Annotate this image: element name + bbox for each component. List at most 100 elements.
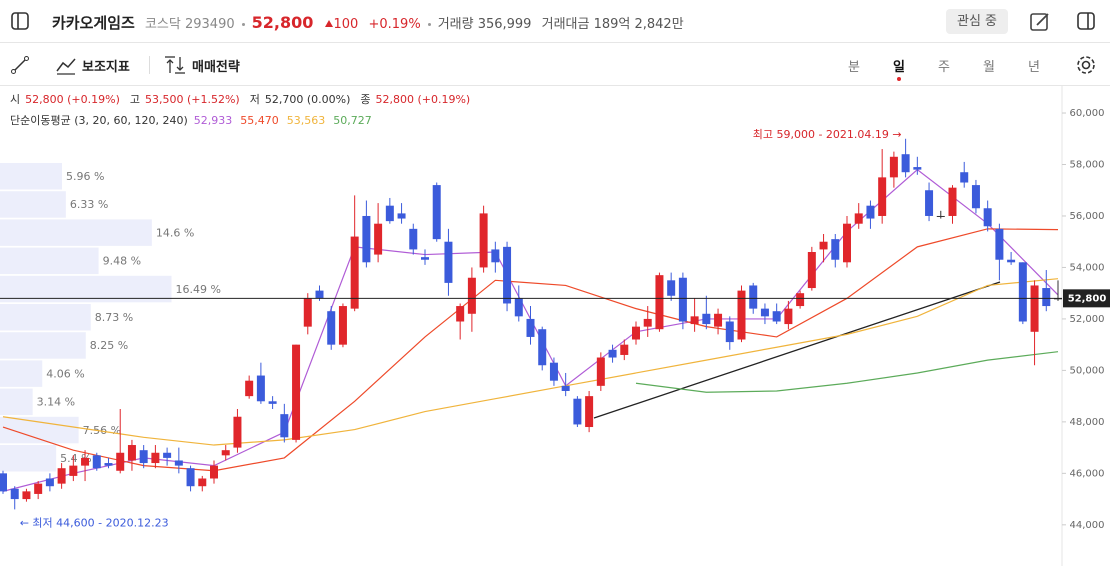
candle-body bbox=[186, 468, 195, 487]
volume-profile-bar bbox=[0, 360, 43, 387]
candle-body bbox=[163, 452, 172, 458]
candle-body bbox=[596, 357, 605, 386]
candle-body bbox=[1054, 298, 1062, 300]
volume-profile-bar bbox=[0, 332, 86, 359]
volume-profile-bar bbox=[0, 191, 66, 218]
candle-body bbox=[960, 172, 969, 183]
volume-profile-label: 5.96 % bbox=[66, 170, 104, 183]
candle-body bbox=[34, 483, 43, 494]
strategy-button[interactable]: 매매전략 bbox=[192, 60, 240, 75]
up-arrow bbox=[324, 20, 333, 27]
y-tick-label: 58,000 bbox=[1070, 159, 1105, 170]
candle-body bbox=[256, 375, 265, 402]
candle-body bbox=[397, 213, 406, 219]
candle-body bbox=[725, 321, 734, 343]
candle-body bbox=[1018, 262, 1027, 322]
candle-body bbox=[503, 246, 512, 304]
ma-line bbox=[635, 351, 1059, 393]
watch-button[interactable]: 관심 중 bbox=[946, 9, 1008, 34]
header: 카카오게임즈 코스닥 293490 52,800 100 +0.19% 거래량 35… bbox=[0, 0, 1110, 43]
candle-body bbox=[362, 215, 371, 263]
candle-body bbox=[667, 280, 676, 296]
period-tab[interactable]: 분 bbox=[848, 60, 860, 75]
candle-body bbox=[81, 457, 90, 466]
period-tab[interactable]: 주 bbox=[938, 60, 950, 75]
volume-profile-label: 8.73 % bbox=[95, 311, 133, 324]
y-tick-label: 54,000 bbox=[1070, 262, 1105, 273]
candle-body bbox=[409, 228, 418, 250]
candle-body bbox=[280, 414, 289, 438]
candle-body bbox=[421, 257, 429, 260]
volume-profile-bar bbox=[0, 445, 57, 472]
candle-body bbox=[760, 308, 769, 317]
y-tick-label: 48,000 bbox=[1070, 417, 1105, 428]
code: 293490 bbox=[184, 17, 235, 32]
period-tab[interactable]: 월 bbox=[983, 60, 995, 75]
candle-body bbox=[632, 326, 640, 340]
strategy-icon bbox=[165, 56, 185, 74]
volume-profile-bar bbox=[0, 247, 99, 275]
candle-body bbox=[549, 362, 558, 381]
change: 100 bbox=[333, 17, 359, 32]
candle-body bbox=[479, 213, 488, 268]
y-tick-label: 52,000 bbox=[1070, 314, 1105, 325]
candle-body bbox=[491, 249, 500, 263]
candle-body bbox=[467, 277, 476, 314]
ohlc-value: 52,700 (0.00%) bbox=[265, 93, 351, 106]
separator bbox=[427, 23, 431, 26]
period-tab[interactable]: 일 bbox=[893, 60, 905, 75]
candle-body bbox=[151, 452, 160, 464]
current-price-tag bbox=[1063, 289, 1110, 308]
volume-profile-label: 14.6 % bbox=[156, 226, 194, 239]
panel-toggle[interactable] bbox=[1076, 11, 1096, 31]
candle-body bbox=[889, 156, 898, 178]
candle-body bbox=[22, 491, 31, 500]
candle-body bbox=[10, 488, 19, 500]
volume-profile-label: 3.14 % bbox=[37, 396, 75, 409]
ohlc-label: 종 bbox=[360, 93, 370, 106]
candle-body bbox=[1007, 259, 1016, 263]
sidebar-toggle[interactable] bbox=[10, 11, 30, 31]
settings-button[interactable] bbox=[1075, 54, 1097, 76]
candle-body bbox=[338, 306, 347, 345]
candle-body bbox=[210, 465, 218, 479]
candle-body bbox=[221, 450, 230, 456]
candle-body bbox=[538, 329, 547, 366]
volume-profile-label: 7.56 % bbox=[83, 424, 121, 437]
candle-body bbox=[608, 349, 617, 358]
volume-profile-label: 4.06 % bbox=[46, 367, 84, 380]
ma-line bbox=[2, 228, 1059, 472]
draw-tool[interactable] bbox=[10, 55, 30, 75]
ohlc-label: 시 bbox=[10, 93, 20, 106]
candle-body bbox=[866, 205, 875, 219]
candle-body bbox=[936, 215, 945, 217]
toolbar: 보조지표 매매전략 분 일 주 월 년 bbox=[0, 43, 1110, 86]
candle-body bbox=[678, 277, 687, 322]
indicator-button[interactable]: 보조지표 bbox=[82, 60, 130, 75]
edit-button[interactable] bbox=[1029, 11, 1051, 33]
candle-body bbox=[784, 308, 793, 325]
candle-body bbox=[796, 293, 805, 307]
candle-body bbox=[737, 290, 746, 340]
ohlc-label: 고 bbox=[130, 93, 140, 106]
candle-body bbox=[1042, 288, 1051, 307]
candle-body bbox=[702, 313, 711, 325]
candle-body bbox=[374, 223, 383, 255]
candle-body bbox=[198, 478, 207, 487]
candle-body bbox=[292, 344, 301, 440]
candle-body bbox=[925, 190, 934, 216]
candle-body bbox=[878, 177, 887, 216]
candle-body bbox=[526, 318, 535, 337]
candle-body bbox=[714, 313, 723, 327]
ohlc-label: 저 bbox=[250, 93, 260, 106]
ohlc-value: 52,800 (+0.19%) bbox=[25, 93, 120, 106]
y-tick-label: 50,000 bbox=[1070, 365, 1105, 376]
candle-body bbox=[913, 167, 922, 170]
candle-body bbox=[432, 185, 441, 240]
candle-body bbox=[901, 154, 910, 173]
period-tab[interactable]: 년 bbox=[1028, 60, 1040, 75]
candle-body bbox=[350, 236, 359, 309]
chart: 시 52,800 (+0.19%) 고 53,500 (+1.52%) 저 52,700 … bbox=[0, 86, 1110, 566]
candle-body bbox=[139, 450, 148, 464]
candle-body bbox=[1030, 285, 1039, 332]
